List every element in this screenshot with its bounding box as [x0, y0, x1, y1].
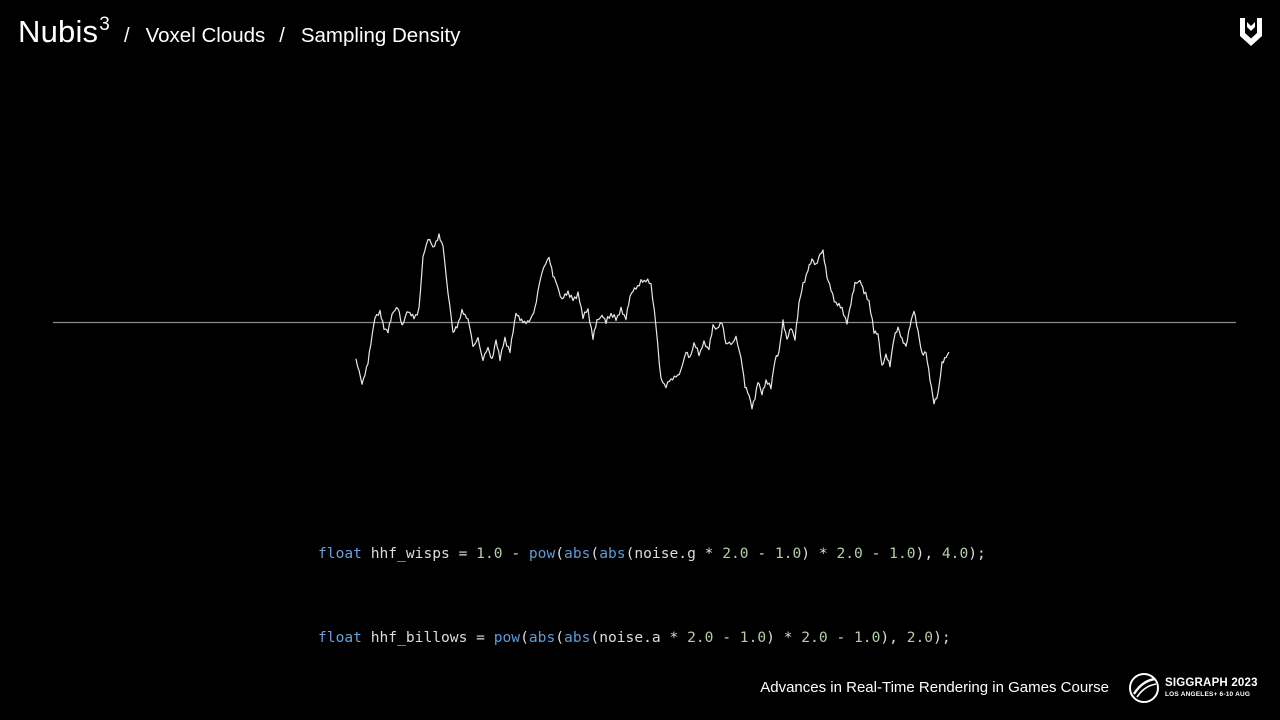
breadcrumb-separator: / [124, 25, 130, 47]
noise-waveform-line [355, 233, 950, 410]
code-token: hhf_wisps = [361, 545, 477, 562]
breadcrumb: Nubis3 / Voxel Clouds / Sampling Density [18, 10, 460, 59]
code-token: (noise.a * [590, 629, 688, 646]
code-token: abs [564, 545, 591, 562]
code-token: float [318, 545, 362, 562]
code-token: 1.0 [774, 545, 802, 562]
code-token: 1.0 [739, 629, 767, 646]
code-token: abs [528, 629, 556, 646]
code-token: abs [599, 545, 626, 562]
code-token: pow [493, 629, 521, 646]
code-token: ( [555, 545, 565, 562]
brand-title: Nubis3 [18, 10, 110, 59]
breadcrumb-item-voxel-clouds: Voxel Clouds [145, 24, 266, 47]
code-token: 1.0 [854, 629, 881, 646]
chevron-shield-logo-icon [1240, 18, 1262, 46]
code-snippet: float hhf_wisps = 1.0 - pow(abs(abs(nois… [318, 484, 986, 680]
code-token: - [827, 629, 855, 646]
code-token: float [318, 629, 362, 646]
code-token: - [502, 545, 529, 562]
brand-name: Nubis [18, 14, 99, 49]
code-token: ); [933, 629, 951, 646]
code-token: hhf_billows = [361, 629, 494, 646]
siggraph-globe-logo-icon [1129, 673, 1159, 703]
code-token: (noise.g * [625, 545, 723, 562]
course-title: Advances in Real-Time Rendering in Games… [760, 679, 1109, 696]
code-token: ) * [801, 545, 837, 562]
siggraph-subtitle: LOS ANGELES+ 6-10 AUG [1165, 690, 1251, 698]
code-token: - [748, 545, 775, 562]
code-line-hhf-wisps: float hhf_wisps = 1.0 - pow(abs(abs(nois… [318, 540, 986, 568]
code-token: abs [564, 629, 591, 646]
code-token: 1.0 [889, 545, 916, 562]
code-token: 4.0 [941, 545, 969, 562]
code-token: ), [880, 629, 907, 646]
code-token: 2.0 [801, 629, 828, 646]
breadcrumb-item-sampling-density: Sampling Density [300, 24, 461, 47]
code-token: ( [555, 629, 565, 646]
brand-superscript: 3 [99, 14, 111, 35]
code-token: 2.0 [722, 545, 749, 562]
code-token: ( [590, 545, 600, 562]
code-token: - [713, 629, 740, 646]
siggraph-logo: SIGGRAPH 2023 LOS ANGELES+ 6-10 AUG [1128, 672, 1258, 704]
code-token: ); [968, 545, 986, 562]
code-line-hhf-billows: float hhf_billows = pow(abs(abs(noise.a … [318, 624, 986, 652]
code-token: ) * [766, 629, 802, 646]
code-token: 2.0 [906, 629, 934, 646]
code-token: ), [915, 545, 942, 562]
breadcrumb-separator: / [279, 25, 285, 47]
code-token: 1.0 [476, 545, 503, 562]
siggraph-title: SIGGRAPH 2023 [1165, 677, 1258, 689]
code-token: 2.0 [687, 629, 714, 646]
code-token: - [862, 545, 890, 562]
code-token: pow [528, 545, 556, 562]
code-token: 2.0 [836, 545, 863, 562]
code-token: ( [520, 629, 529, 646]
